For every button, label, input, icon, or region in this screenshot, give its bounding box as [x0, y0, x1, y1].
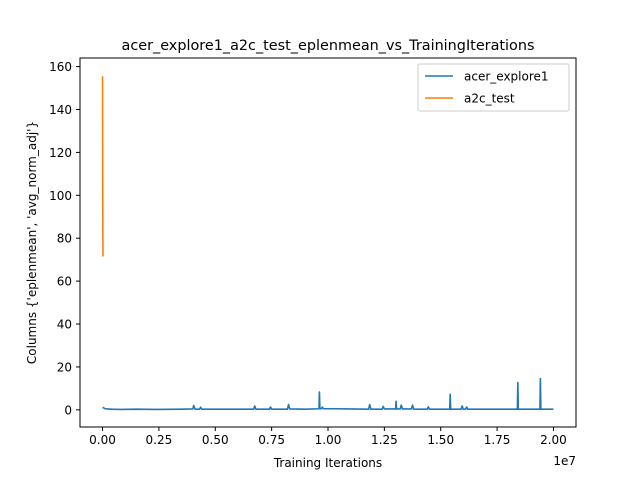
y-axis-label: Columns {'eplenmean', 'avg_norm_adj'}	[25, 121, 39, 364]
y-tick-label: 60	[57, 275, 72, 289]
x-tick-label: 1.00	[315, 433, 342, 447]
plot-frame	[79, 57, 577, 428]
x-axis-label: Training Iterations	[273, 456, 382, 470]
legend-label-a2c-test: a2c_test	[464, 92, 515, 106]
y-tick-label: 100	[49, 189, 72, 203]
axis-ticks: 0.00 0.25 0.50 0.75 1.00 1.25 1.50 1.75 2.00 0 20 4…	[49, 60, 567, 447]
y-tick-label: 120	[49, 146, 72, 160]
legend: acer_explore1 a2c_test	[417, 63, 570, 112]
series-layer	[101, 76, 554, 411]
y-tick-label: 20	[57, 360, 72, 374]
x-axis-offset-label: 1e7	[553, 454, 576, 468]
x-tick-label: 0.75	[258, 433, 285, 447]
x-tick-label: 0.25	[146, 433, 173, 447]
legend-label-acer-explore1: acer_explore1	[464, 70, 549, 84]
x-tick-label: 1.75	[484, 433, 511, 447]
y-tick-label: 80	[57, 232, 72, 246]
x-tick-label: 0.00	[89, 433, 116, 447]
chart-title: acer_explore1_a2c_test_eplenmean_vs_Trai…	[122, 38, 535, 54]
y-tick-label: 40	[57, 318, 72, 332]
series-line-acer-explore1	[102, 377, 554, 411]
x-tick-label: 1.25	[371, 433, 398, 447]
x-tick-label: 1.50	[427, 433, 454, 447]
y-tick-label: 140	[49, 103, 72, 117]
y-tick-label: 0	[64, 403, 72, 417]
x-tick-label: 2.00	[540, 433, 567, 447]
y-tick-label: 160	[49, 60, 72, 74]
x-tick-label: 0.50	[202, 433, 229, 447]
legend-box	[417, 63, 570, 112]
